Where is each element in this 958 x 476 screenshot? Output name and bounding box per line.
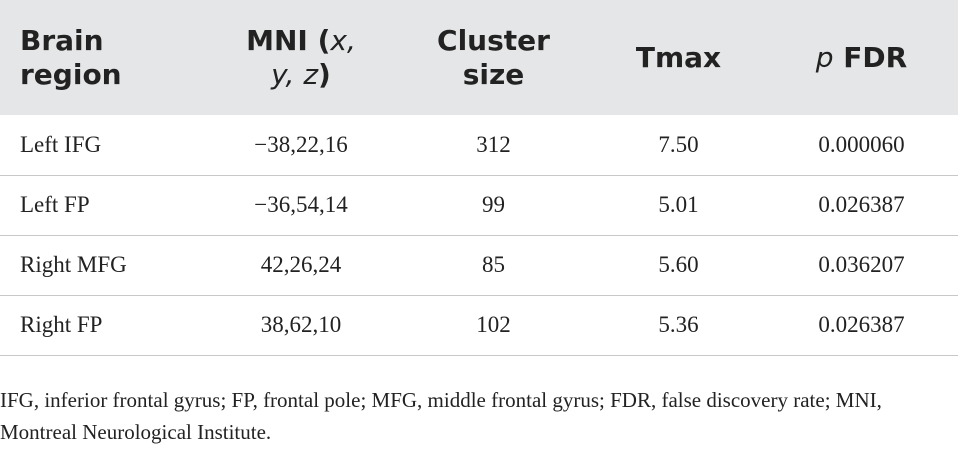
table-body: Left IFG −38,22,16 312 7.50 0.000060 Left FP −… bbox=[0, 115, 958, 355]
table-cell: 99 bbox=[482, 192, 505, 217]
header-row: Brain region MNI (x, y, z) Cluster size Tma… bbox=[0, 0, 958, 115]
table-cell: 5.01 bbox=[658, 192, 699, 217]
table-cell: 5.36 bbox=[658, 312, 699, 337]
footnote: IFG, inferior frontal gyrus; FP, frontal… bbox=[0, 387, 882, 444]
table-cell: 38,62,10 bbox=[260, 312, 342, 337]
table-cell: 0.026387 bbox=[818, 312, 905, 337]
table-row: Right MFG 42,26,24 85 5.60 0.036207 bbox=[0, 235, 958, 295]
header-text: Brain region bbox=[20, 24, 170, 92]
table-cell: 85 bbox=[482, 252, 505, 277]
table-cell: 0.036207 bbox=[818, 252, 905, 277]
table-row: Right FP 38,62,10 102 5.36 0.026387 bbox=[0, 295, 958, 355]
header-run: ( bbox=[307, 23, 331, 57]
table-row: Left FP −36,54,14 99 5.01 0.026387 bbox=[0, 175, 958, 235]
table-row: Left IFG −38,22,16 312 7.50 0.000060 bbox=[0, 115, 958, 175]
results-table: Brain region MNI (x, y, z) Cluster size Tma… bbox=[0, 0, 958, 355]
header-run: Cluster size bbox=[437, 23, 550, 91]
header-run: p bbox=[815, 40, 834, 74]
header-run: FDR bbox=[833, 40, 908, 74]
table-cell: Right FP bbox=[20, 312, 103, 337]
table-cell: 7.50 bbox=[658, 131, 699, 157]
header-text: p FDR bbox=[792, 41, 932, 75]
table-cell: 42,26,24 bbox=[260, 252, 342, 277]
header-cell: Brain region bbox=[0, 0, 207, 115]
header-text: Cluster size bbox=[419, 24, 569, 92]
header-run: x, y, z bbox=[271, 23, 356, 91]
header-run: MNI bbox=[246, 23, 308, 57]
header-cell: p FDR bbox=[765, 0, 958, 115]
table-cell: 5.60 bbox=[658, 252, 699, 277]
header-text: MNI (x, y, z) bbox=[236, 24, 366, 92]
table-cell: 102 bbox=[476, 312, 511, 337]
table-cell: Left FP bbox=[20, 192, 90, 217]
table-cell: 0.000060 bbox=[818, 131, 905, 157]
header-run: ) bbox=[318, 57, 331, 91]
header-cell: MNI (x, y, z) bbox=[207, 0, 395, 115]
table-cell: −36,54,14 bbox=[254, 192, 348, 217]
header-run: Tmax bbox=[635, 40, 722, 74]
header-run: Brain region bbox=[20, 23, 122, 91]
header-cell: Cluster size bbox=[395, 0, 592, 115]
header-cell: Tmax bbox=[592, 0, 765, 115]
table-header: Brain region MNI (x, y, z) Cluster size Tma… bbox=[0, 0, 958, 115]
table-cell: Right MFG bbox=[20, 252, 127, 277]
table-cell: Left IFG bbox=[20, 131, 102, 157]
table-cell: −38,22,16 bbox=[254, 131, 348, 157]
header-text: Tmax bbox=[619, 41, 739, 75]
table-cell: 0.026387 bbox=[818, 192, 905, 217]
table-cell: 312 bbox=[476, 131, 511, 157]
